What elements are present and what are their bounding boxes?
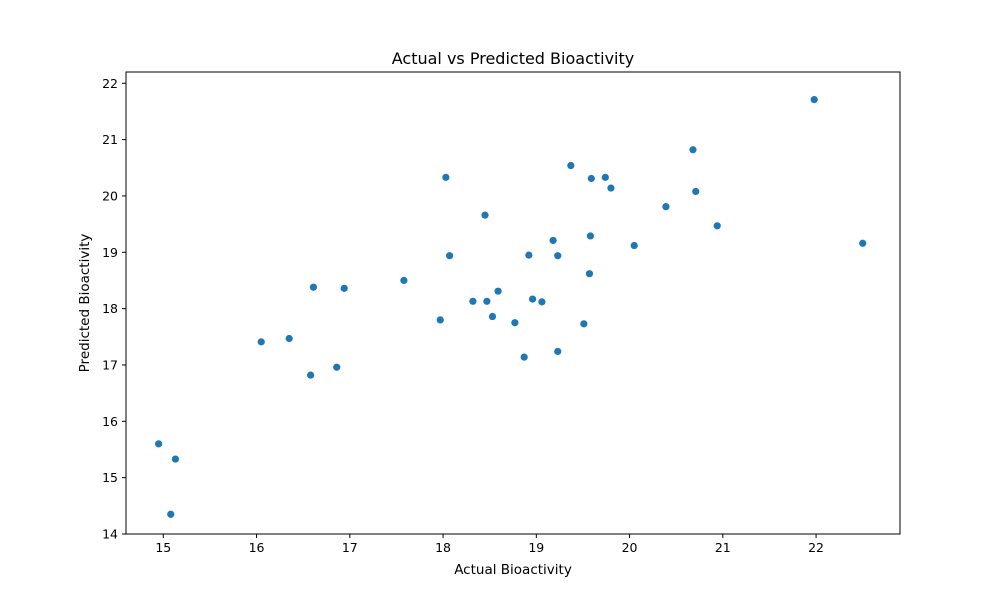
y-axis-label: Predicted Bioactivity (77, 234, 93, 373)
data-point-28 (580, 320, 588, 328)
x-tick-label: 19 (528, 540, 544, 555)
y-tick-label: 20 (102, 188, 118, 203)
data-point-3 (167, 510, 175, 518)
data-point-5 (285, 334, 293, 343)
x-tick-label: 16 (249, 540, 265, 555)
x-axis-label: Actual Bioactivity (454, 562, 572, 578)
data-point-31 (587, 174, 595, 183)
x-axis-ticks: 15 16 17 18 19 20 21 22 (155, 534, 824, 555)
data-point-10 (400, 276, 408, 285)
data-point-7 (307, 371, 315, 379)
y-tick-label: 22 (102, 76, 118, 91)
data-point-35 (662, 203, 670, 211)
data-point-17 (488, 312, 497, 321)
y-tick-label: 15 (102, 470, 118, 485)
data-point-1 (155, 440, 163, 448)
x-tick-label: 18 (435, 540, 451, 555)
data-point-29 (585, 270, 594, 278)
data-point-18 (494, 287, 502, 295)
data-point-22 (528, 295, 537, 303)
data-point-19 (511, 319, 519, 327)
data-point-8 (333, 363, 341, 371)
x-tick-label: 21 (715, 540, 731, 555)
data-point-23 (538, 298, 546, 306)
data-point-37 (692, 187, 700, 196)
points-layer (155, 96, 867, 518)
data-point-13 (445, 252, 454, 260)
data-point-14 (469, 297, 477, 305)
data-point-39 (810, 96, 818, 104)
x-tick-label: 15 (155, 540, 171, 555)
y-tick-label: 16 (102, 414, 118, 429)
chart-title: Actual vs Predicted Bioactivity (392, 49, 634, 68)
data-point-27 (567, 161, 575, 170)
y-tick-label: 17 (102, 357, 118, 372)
x-tick-label: 22 (808, 540, 824, 555)
data-point-25 (554, 252, 562, 260)
data-point-33 (607, 184, 615, 192)
data-point-26 (554, 347, 562, 356)
data-point-11 (436, 316, 444, 324)
data-point-32 (601, 173, 609, 181)
data-point-9 (340, 284, 348, 292)
data-point-38 (713, 222, 721, 230)
data-point-15 (481, 211, 489, 219)
y-tick-label: 19 (102, 245, 118, 260)
data-point-4 (257, 338, 265, 346)
plot-frame (125, 71, 901, 535)
data-point-40 (859, 239, 867, 247)
data-point-30 (586, 232, 595, 240)
data-point-36 (689, 146, 697, 154)
data-point-16 (483, 297, 491, 305)
y-axis-ticks: 14 15 16 17 18 19 20 21 22 (102, 76, 126, 542)
data-point-2 (171, 455, 180, 463)
data-point-6 (309, 283, 318, 291)
data-point-34 (630, 241, 638, 250)
y-tick-label: 21 (102, 132, 118, 147)
data-point-21 (525, 251, 533, 259)
data-point-12 (442, 173, 450, 181)
y-tick-label: 14 (102, 527, 118, 542)
x-tick-label: 20 (622, 540, 638, 555)
data-point-24 (549, 236, 557, 245)
y-tick-label: 18 (102, 301, 118, 316)
data-point-20 (520, 353, 528, 361)
x-tick-label: 17 (342, 540, 358, 555)
